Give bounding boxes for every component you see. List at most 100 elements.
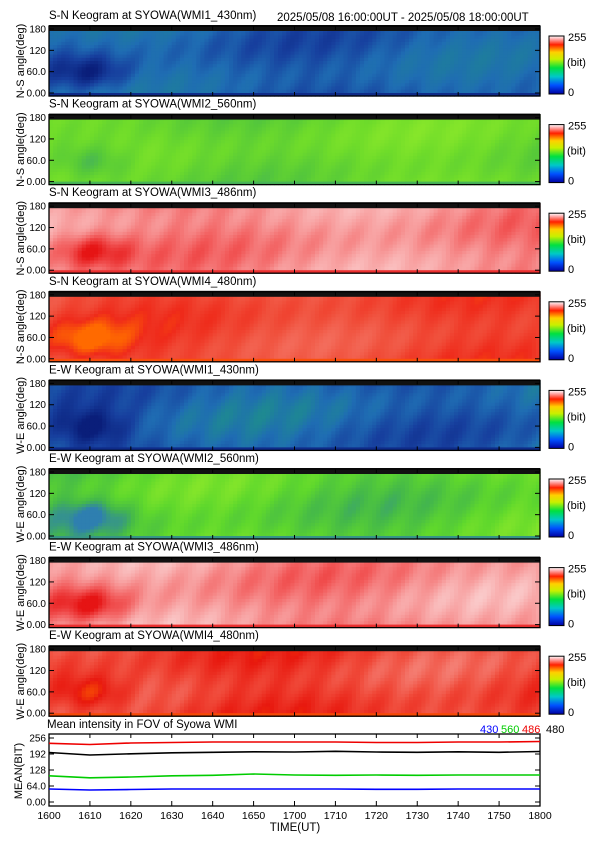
y-tick-label: 180 xyxy=(29,645,46,656)
colorbar-min: 0 xyxy=(568,707,574,719)
keogram-panels: S-N Keogram at SYOWA(WMI1_430nm)18012060… xyxy=(15,10,586,720)
colorbar: 255(bit)0 xyxy=(549,652,586,719)
y-tick-label: 0.00 xyxy=(27,620,47,631)
keogram-panel: E-W Keogram at SYOWA(WMI4_480nm)18012060… xyxy=(15,630,586,720)
keogram-image xyxy=(49,468,541,540)
colorbar-max: 255 xyxy=(568,209,586,221)
keogram-panel: E-W Keogram at SYOWA(WMI3_486nm)18012060… xyxy=(15,542,586,632)
y-tick-label: 0.00 xyxy=(27,354,47,365)
keogram-panel: S-N Keogram at SYOWA(WMI3_486nm)18012060… xyxy=(15,187,586,277)
series-line-480 xyxy=(49,751,540,755)
colorbar: 255(bit)0 xyxy=(549,121,586,188)
keogram-image xyxy=(49,379,541,451)
keogram-image xyxy=(49,557,541,629)
colorbar-min: 0 xyxy=(568,353,574,365)
colorbar-min: 0 xyxy=(568,264,574,276)
x-tick-label: 1600 xyxy=(37,810,61,822)
keogram-title: S-N Keogram at SYOWA(WMI1_430nm) xyxy=(49,10,256,22)
y-tick-label: 0.00 xyxy=(27,443,47,454)
colorbar-max: 255 xyxy=(568,121,586,133)
x-tick-label: 1730 xyxy=(406,810,430,822)
keogram-panel: E-W Keogram at SYOWA(WMI1_430nm)18012060… xyxy=(15,364,586,454)
keogram-title: S-N Keogram at SYOWA(WMI2_560nm) xyxy=(49,99,256,111)
y-tick-label: 180 xyxy=(29,25,46,36)
colorbar: 255 (bit) 0 xyxy=(549,32,586,99)
keogram-ylabel: W-E angle(deg) xyxy=(15,643,27,720)
y-tick-label: 60.0 xyxy=(27,422,47,433)
mean-intensity-plot: Mean intensity in FOV of Syowa WMI 430 5… xyxy=(13,719,564,834)
colorbar: 255 (bit) 0 xyxy=(549,298,586,365)
y-tick-label: 60.0 xyxy=(27,244,47,255)
y-tick-label: 120 xyxy=(29,489,46,500)
keogram-ylabel: N-S angle(deg) xyxy=(15,201,27,276)
keogram-image xyxy=(49,25,541,97)
keogram-title: E-W Keogram at SYOWA(WMI2_560nm) xyxy=(49,453,259,465)
y-tick-label: 0.00 xyxy=(27,798,47,809)
keogram-title: E-W Keogram at SYOWA(WMI3_486nm) xyxy=(49,542,259,554)
keogram-ylabel: W-E angle(deg) xyxy=(15,377,27,454)
y-tick-label: 180 xyxy=(29,468,46,479)
y-tick-label: 60.0 xyxy=(27,333,47,344)
keogram-image xyxy=(49,114,541,186)
colorbar-max: 255 xyxy=(568,564,586,576)
y-tick-label: 180 xyxy=(29,379,46,390)
y-tick-label: 0.00 xyxy=(27,266,47,277)
series-line-430 xyxy=(49,789,540,790)
y-tick-label: 180 xyxy=(29,113,46,124)
x-tick-label: 1650 xyxy=(242,810,266,822)
colorbar-unit: (bit) xyxy=(567,323,586,335)
keogram-title: S-N Keogram at SYOWA(WMI4_480nm) xyxy=(49,276,256,288)
keogram-image xyxy=(49,291,541,363)
y-tick-label: 192 xyxy=(29,750,46,761)
x-tick-label: 1710 xyxy=(324,810,348,822)
y-tick-label: 60.0 xyxy=(27,510,47,521)
keogram-title: S-N Keogram at SYOWA(WMI3_486nm) xyxy=(49,187,256,199)
colorbar: 255(bit)0 xyxy=(549,209,586,276)
keogram-panel: S-N Keogram at SYOWA(WMI2_560nm)180 120 60… xyxy=(15,99,586,189)
keogram-ylabel: W-E angle(deg) xyxy=(15,554,27,631)
keogram-ylabel: N-S angle(deg) xyxy=(15,290,27,365)
x-tick-label: 1800 xyxy=(528,810,552,822)
y-tick-label: 60.0 xyxy=(27,599,47,610)
colorbar: 255(bit)0 xyxy=(549,386,586,453)
colorbar-max: 255 xyxy=(568,475,586,487)
colorbar: 255(bit)0 xyxy=(549,475,586,542)
keogram-image xyxy=(49,645,541,717)
keogram-panel: E-W Keogram at SYOWA(WMI2_560nm)180 120 60… xyxy=(15,453,586,543)
colorbar-unit: (bit) xyxy=(567,677,586,689)
lineplot-ylabel: MEAN(BIT) xyxy=(13,743,25,799)
colorbar: 255(bit)0 xyxy=(549,564,586,631)
y-tick-label: 0.00 xyxy=(27,89,47,100)
lineplot-xlabel: TIME(UT) xyxy=(270,822,321,834)
x-tick-label: 1640 xyxy=(201,810,225,822)
y-tick-label: 0.00 xyxy=(27,177,47,188)
series-line-486 xyxy=(49,742,540,745)
y-tick-label: 256 xyxy=(29,734,46,745)
colorbar-unit: (bit) xyxy=(567,411,586,423)
keogram-ylabel: N-S angle(deg) xyxy=(15,112,27,187)
y-tick-label: 120 xyxy=(29,577,46,588)
x-tick-label: 1700 xyxy=(283,810,307,822)
colorbar-min: 0 xyxy=(568,441,574,453)
colorbar-unit: (bit) xyxy=(567,57,586,69)
y-tick-label: 60.0 xyxy=(27,687,47,698)
x-tick-label: 1620 xyxy=(119,810,143,822)
keogram-ylabel: N-S angle(deg) xyxy=(15,24,27,99)
colorbar-max: 255 xyxy=(568,298,586,310)
colorbar-unit: (bit) xyxy=(567,500,586,512)
y-tick-label: 0.00 xyxy=(27,532,47,543)
y-tick-label: 120 xyxy=(29,134,46,145)
y-tick-label: 120 xyxy=(29,400,46,411)
colorbar-max: 255 xyxy=(568,32,586,44)
colorbar-unit: (bit) xyxy=(567,589,586,601)
y-tick-label: 120 xyxy=(29,666,46,677)
keogram-panel: S-N Keogram at SYOWA(WMI4_480nm)18012060… xyxy=(15,276,586,366)
colorbar-unit: (bit) xyxy=(567,146,586,158)
y-tick-label: 120 xyxy=(29,312,46,323)
y-tick-label: 60.0 xyxy=(27,156,47,167)
y-tick-label: 0.00 xyxy=(27,709,47,720)
colorbar-min: 0 xyxy=(568,87,574,99)
lineplot-frame xyxy=(49,734,540,806)
y-tick-label: 60.0 xyxy=(27,67,47,78)
